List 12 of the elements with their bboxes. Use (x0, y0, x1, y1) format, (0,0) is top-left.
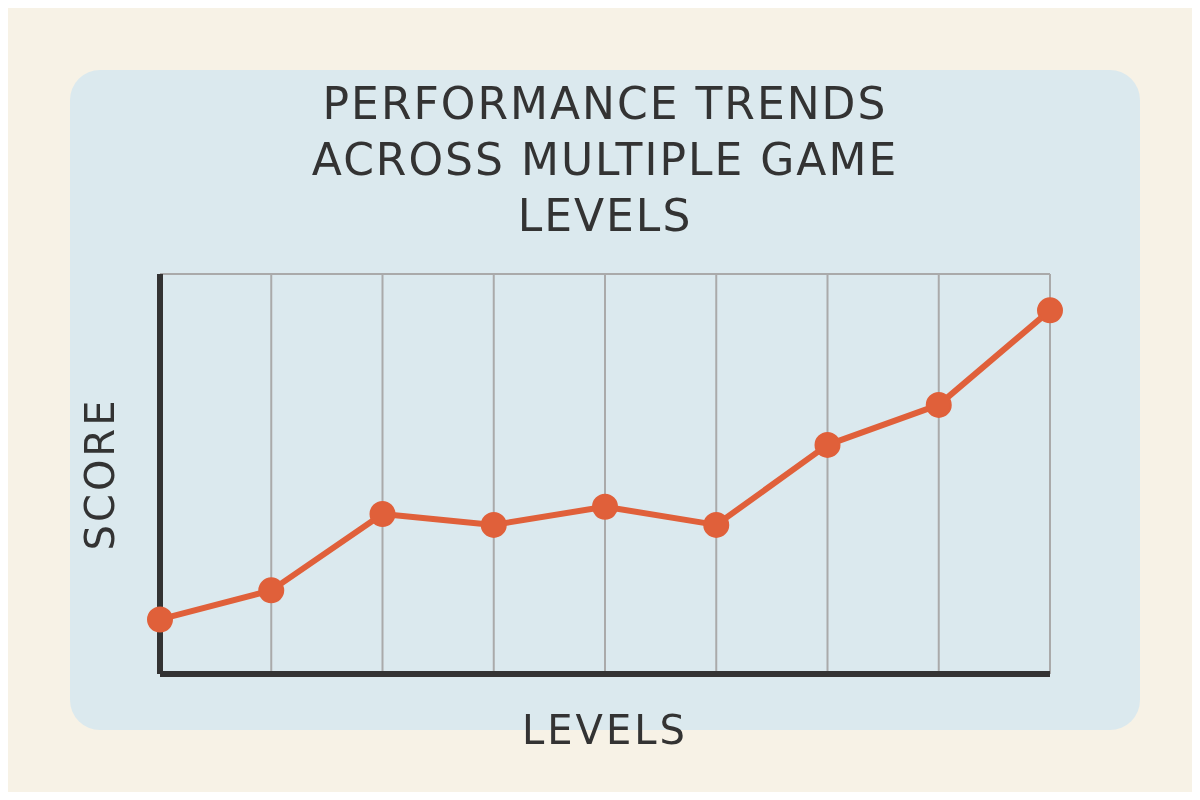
point (369, 501, 396, 527)
point (592, 493, 618, 520)
chart-title: PERFORMANCE TRENDS ACROSS MULTIPLE GAME LEVELS (310, 77, 900, 243)
y-axis-title: SCORE (77, 397, 124, 551)
point (1037, 297, 1063, 324)
point (258, 577, 285, 604)
x-axis-title: LEVELS (522, 707, 688, 753)
point (703, 511, 730, 538)
point (925, 391, 952, 418)
point (480, 511, 507, 538)
point (814, 431, 841, 458)
point (147, 606, 173, 633)
